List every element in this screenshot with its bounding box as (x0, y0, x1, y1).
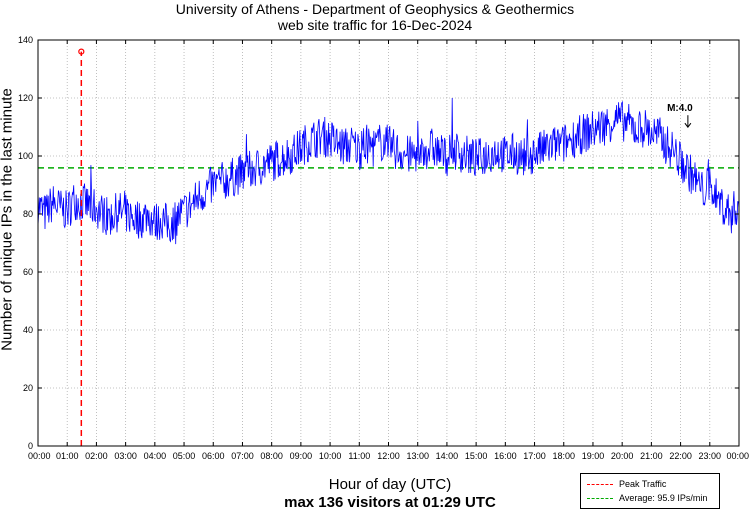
legend-item-average: Average: 95.9 IPs/min (587, 492, 707, 504)
x-tick-label: 15:00 (465, 451, 488, 461)
x-tick-labels: 00:00 01:00 02:00 03:00 04:00 05:00 06:00 07:00… (28, 40, 749, 461)
x-tick-label: 12:00 (377, 451, 400, 461)
y-tick-label: 140 (18, 35, 33, 45)
legend-label-peak: Peak Traffic (619, 479, 667, 489)
chart-title: University of Athens - Department of Geo… (175, 1, 575, 17)
legend-swatch-peak (587, 483, 613, 485)
y-tick-labels: 0 20 40 60 80 100 120 140 (18, 35, 739, 451)
annotation-layer: M:4.0 (667, 103, 693, 129)
x-tick-label: 08:00 (260, 451, 283, 461)
legend-swatch-average (587, 497, 613, 499)
x-axis-label: Hour of day (UTC) (328, 476, 452, 493)
x-tick-label: 04:00 (144, 451, 167, 461)
x-tick-label: 06:00 (202, 451, 225, 461)
y-tick-label: 80 (23, 209, 33, 219)
x-tick-label: 00:00 (28, 451, 51, 461)
chart-subtitle: web site traffic for 16-Dec-2024 (277, 17, 473, 33)
x-tick-label: 10:00 (319, 451, 342, 461)
legend: Peak Traffic Average: 95.9 IPs/min (580, 473, 720, 509)
x-tick-label: 03:00 (114, 451, 137, 461)
legend-label-average: Average: 95.9 IPs/min (619, 493, 708, 503)
earthquake-annotation-label: M:4.0 (667, 103, 693, 114)
legend-item-peak: Peak Traffic (587, 478, 666, 490)
x-tick-label: 23:00 (699, 451, 722, 461)
y-tick-label: 120 (18, 93, 33, 103)
x-tick-label: 21:00 (640, 451, 663, 461)
x-tick-label: 14:00 (436, 451, 459, 461)
y-axis-label: Number of unique IPs in the last minute (0, 88, 16, 351)
x-tick-label: 22:00 (669, 451, 692, 461)
peak-summary-footer: max 136 visitors at 01:29 UTC (284, 494, 496, 511)
x-tick-label: 11:00 (348, 451, 370, 461)
x-tick-label: 20:00 (611, 451, 634, 461)
y-tick-label: 20 (23, 383, 33, 393)
peak-layer (78, 48, 85, 446)
x-tick-label: 19:00 (582, 451, 605, 461)
x-tick-label: 18:00 (552, 451, 575, 461)
x-tick-label: 02:00 (85, 451, 108, 461)
x-tick-label: 17:00 (523, 451, 546, 461)
peak-marker (78, 48, 85, 55)
y-tick-label: 40 (23, 325, 33, 335)
x-tick-label: 07:00 (231, 451, 254, 461)
series-line-visitors (37, 97, 740, 245)
grid-lines (38, 40, 739, 446)
annotation-arrow-head (684, 122, 692, 129)
x-tick-label: 00:00 (726, 451, 749, 461)
y-tick-label: 100 (18, 151, 33, 161)
x-tick-label: 13:00 (406, 451, 429, 461)
x-tick-label: 09:00 (290, 451, 313, 461)
x-tick-label: 01:00 (56, 451, 79, 461)
x-tick-label: 16:00 (494, 451, 517, 461)
y-tick-label: 60 (23, 267, 33, 277)
y-tick-label: 0 (28, 441, 33, 451)
series-layer (37, 97, 740, 245)
x-tick-label: 05:00 (173, 451, 196, 461)
